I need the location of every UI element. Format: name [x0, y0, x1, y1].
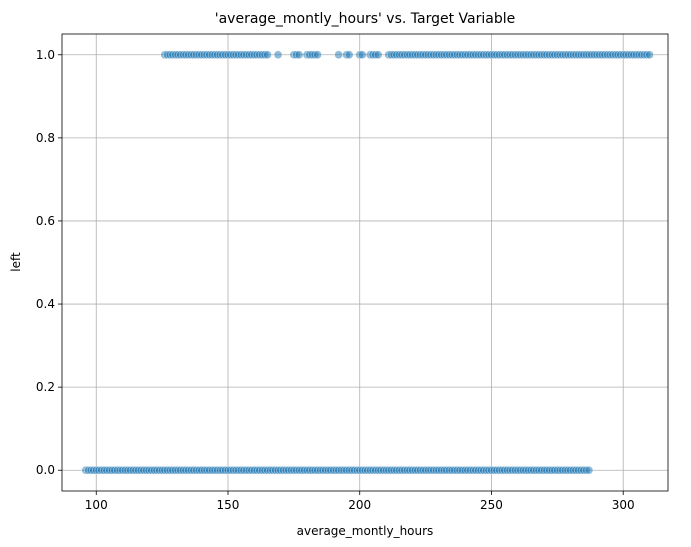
x-axis-ticks: 100 150 200 250 300 — [85, 491, 635, 512]
data-point — [334, 50, 343, 60]
y-tick-label: 0.0 — [36, 463, 55, 477]
y-tick-label: 1.0 — [36, 48, 55, 62]
data-point — [344, 50, 354, 60]
data-point — [373, 50, 383, 60]
y-tick-label: 0.4 — [36, 297, 55, 311]
x-tick-label: 200 — [348, 498, 371, 512]
y-tick-label: 0.6 — [36, 214, 55, 228]
x-tick-label: 250 — [480, 498, 503, 512]
plot-frame — [61, 33, 669, 492]
y-axis-label: left — [9, 252, 23, 272]
x-tick-label: 300 — [612, 498, 635, 512]
data-point — [358, 50, 367, 60]
grid — [62, 34, 668, 491]
x-tick-label: 100 — [85, 498, 108, 512]
data-point — [263, 50, 272, 60]
chart-title: 'average_montly_hours' vs. Target Variab… — [215, 11, 516, 27]
data-point — [645, 50, 654, 60]
data-points — [81, 50, 654, 475]
x-tick-label: 150 — [217, 498, 240, 512]
data-point — [313, 50, 322, 60]
data-point — [273, 50, 283, 60]
y-tick-label: 0.8 — [36, 131, 55, 145]
y-tick-label: 0.2 — [36, 380, 55, 394]
data-point — [294, 50, 304, 60]
x-axis-label: average_montly_hours — [297, 524, 434, 538]
y-axis-ticks: 0.0 0.2 0.4 0.6 0.8 1.0 — [36, 48, 62, 477]
data-point — [584, 465, 594, 475]
